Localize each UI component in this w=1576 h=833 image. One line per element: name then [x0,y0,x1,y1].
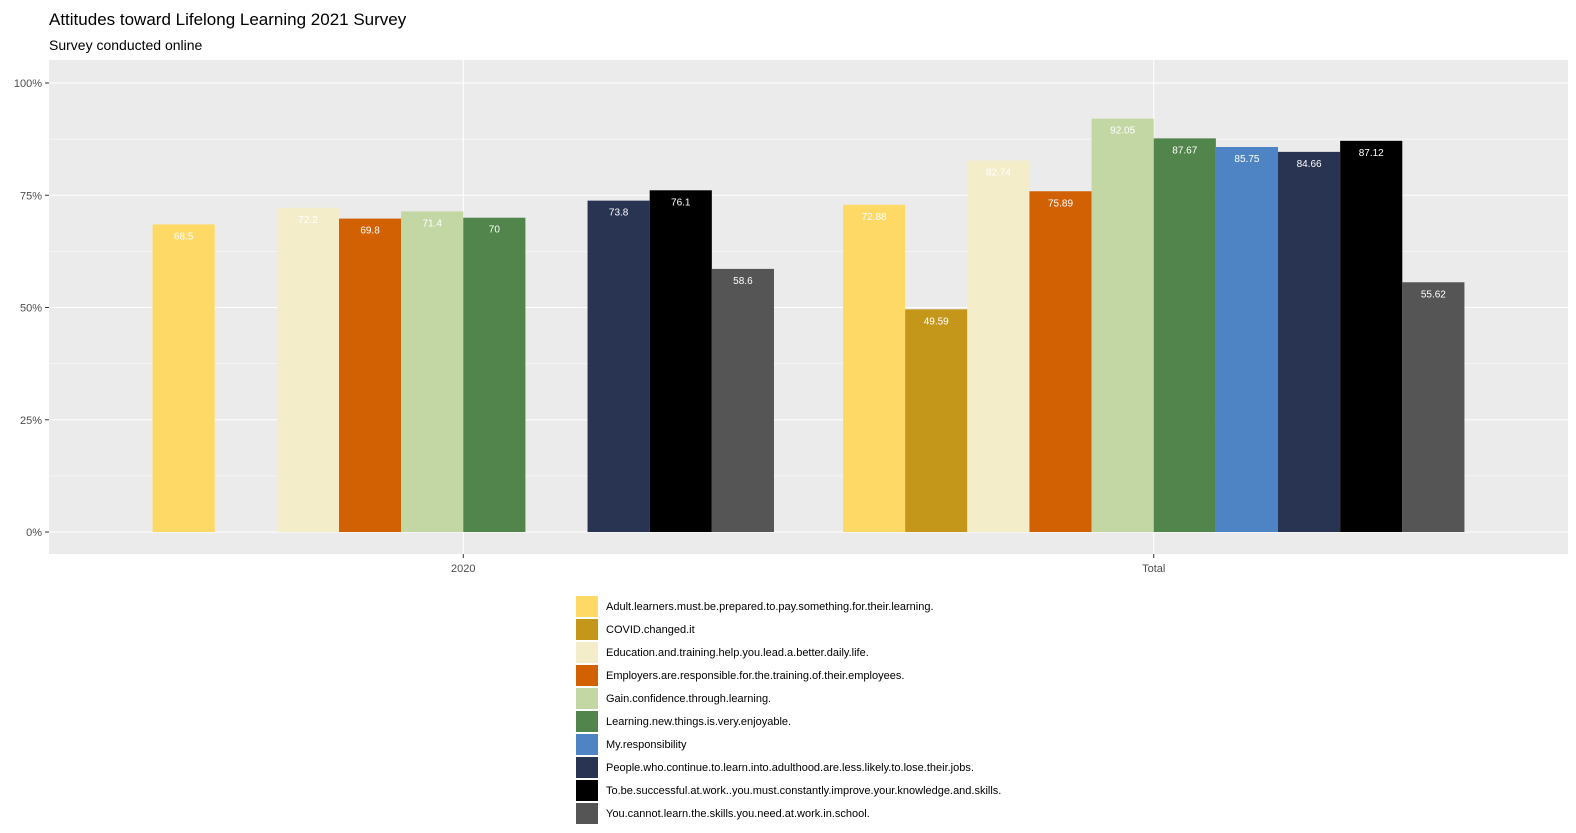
bar [905,309,968,532]
bar [1153,138,1216,532]
legend-swatch [576,642,598,663]
y-tick-label: 75% [20,190,42,202]
bars [152,118,1465,533]
x-tick-label: Total [1142,563,1165,575]
bar [276,207,339,532]
bar-value-label: 68.5 [174,231,194,242]
bar [152,224,215,532]
legend-item: People.who.continue.to.learn.into.adulth… [576,756,1001,779]
legend-swatch [576,596,598,617]
y-tick-label: 0% [26,527,42,539]
bar-chart: 68.5 72.88 49.59 72.2 82.74 69.8 75.89 71.4 92.0… [14,60,1568,575]
legend-label: COVID.changed.it [606,623,695,636]
legend-label: Gain.confidence.through.learning. [606,692,772,705]
x-tick-label: 2020 [451,563,475,575]
bar [649,190,712,532]
bar-value-label: 69.8 [360,226,380,237]
legend-swatch [576,757,598,778]
bar-value-label: 87.12 [1359,148,1384,159]
bar-value-label: 76.1 [671,197,691,208]
legend-item: You.cannot.learn.the.skills.you.need.at.… [576,802,1001,825]
legend-item: Employers.are.responsible.for.the.traini… [576,664,1001,687]
legend-item: To.be.successful.at.work..you.must.const… [576,779,1001,802]
bar-value-label: 87.67 [1172,145,1197,156]
bar-value-label: 72.2 [298,215,318,226]
legend-label: Adult.learners.must.be.prepared.to.pay.s… [606,600,934,613]
bar-value-label: 75.89 [1048,198,1073,209]
bar [711,268,774,532]
legend-label: Learning.new.things.is.very.enjoyable. [606,715,792,728]
legend-swatch [576,803,598,824]
bar-value-label: 58.6 [733,276,753,287]
legend-swatch [576,665,598,686]
bar [967,160,1030,532]
legend: Adult.learners.must.be.prepared.to.pay.s… [576,595,1001,825]
y-tick-label: 25% [20,415,42,427]
bar-value-label: 70 [489,225,501,236]
bar-labels: 68.5 72.88 49.59 72.2 82.74 69.8 75.89 71.4 92.0… [174,126,1446,328]
bar [1402,282,1465,532]
bar-value-label: 82.74 [986,167,1011,178]
bar-value-label: 84.66 [1297,159,1322,170]
legend-label: Education.and.training.help.you.lead.a.b… [606,646,869,659]
legend-swatch [576,688,598,709]
legend-swatch [576,780,598,801]
chart-title: Attitudes toward Lifelong Learning 2021 … [49,10,407,29]
bar [587,200,650,532]
legend-label: Employers.are.responsible.for.the.traini… [606,669,905,682]
bar-value-label: 49.59 [924,316,949,327]
y-tick-label: 50% [20,303,42,315]
bar-value-label: 85.75 [1234,154,1259,165]
bar [463,217,526,532]
legend-label: People.who.continue.to.learn.into.adulth… [606,761,974,774]
legend-swatch [576,619,598,640]
bar [843,204,906,532]
legend-item: Learning.new.things.is.very.enjoyable. [576,710,1001,733]
bar [1278,151,1341,533]
legend-label: My.responsibility [606,738,687,751]
legend-item: Gain.confidence.through.learning. [576,687,1001,710]
legend-item: COVID.changed.it [576,618,1001,641]
bar-value-label: 72.88 [862,212,887,223]
bar-value-label: 71.4 [422,218,442,229]
bar [1029,191,1092,532]
bar [401,211,464,532]
legend-label: To.be.successful.at.work..you.must.const… [606,784,1002,797]
legend-swatch [576,734,598,755]
legend-label: You.cannot.learn.the.skills.you.need.at.… [606,807,870,820]
bar [1091,118,1154,533]
y-axis: 0% 25% 50% 75% 100% [14,78,49,539]
bar [1340,140,1403,532]
legend-item: My.responsibility [576,733,1001,756]
legend-item: Adult.learners.must.be.prepared.to.pay.s… [576,595,1001,618]
bar-value-label: 92.05 [1110,126,1135,137]
bar-value-label: 55.62 [1421,289,1446,300]
bar [1215,146,1279,533]
legend-item: Education.and.training.help.you.lead.a.b… [576,641,1001,664]
y-tick-label: 100% [14,78,42,90]
bar-value-label: 73.8 [609,208,629,219]
legend-swatch [576,711,598,732]
chart-subtitle: Survey conducted online [49,37,203,53]
x-axis: 2020 Total [451,554,1165,575]
bar [338,218,402,532]
